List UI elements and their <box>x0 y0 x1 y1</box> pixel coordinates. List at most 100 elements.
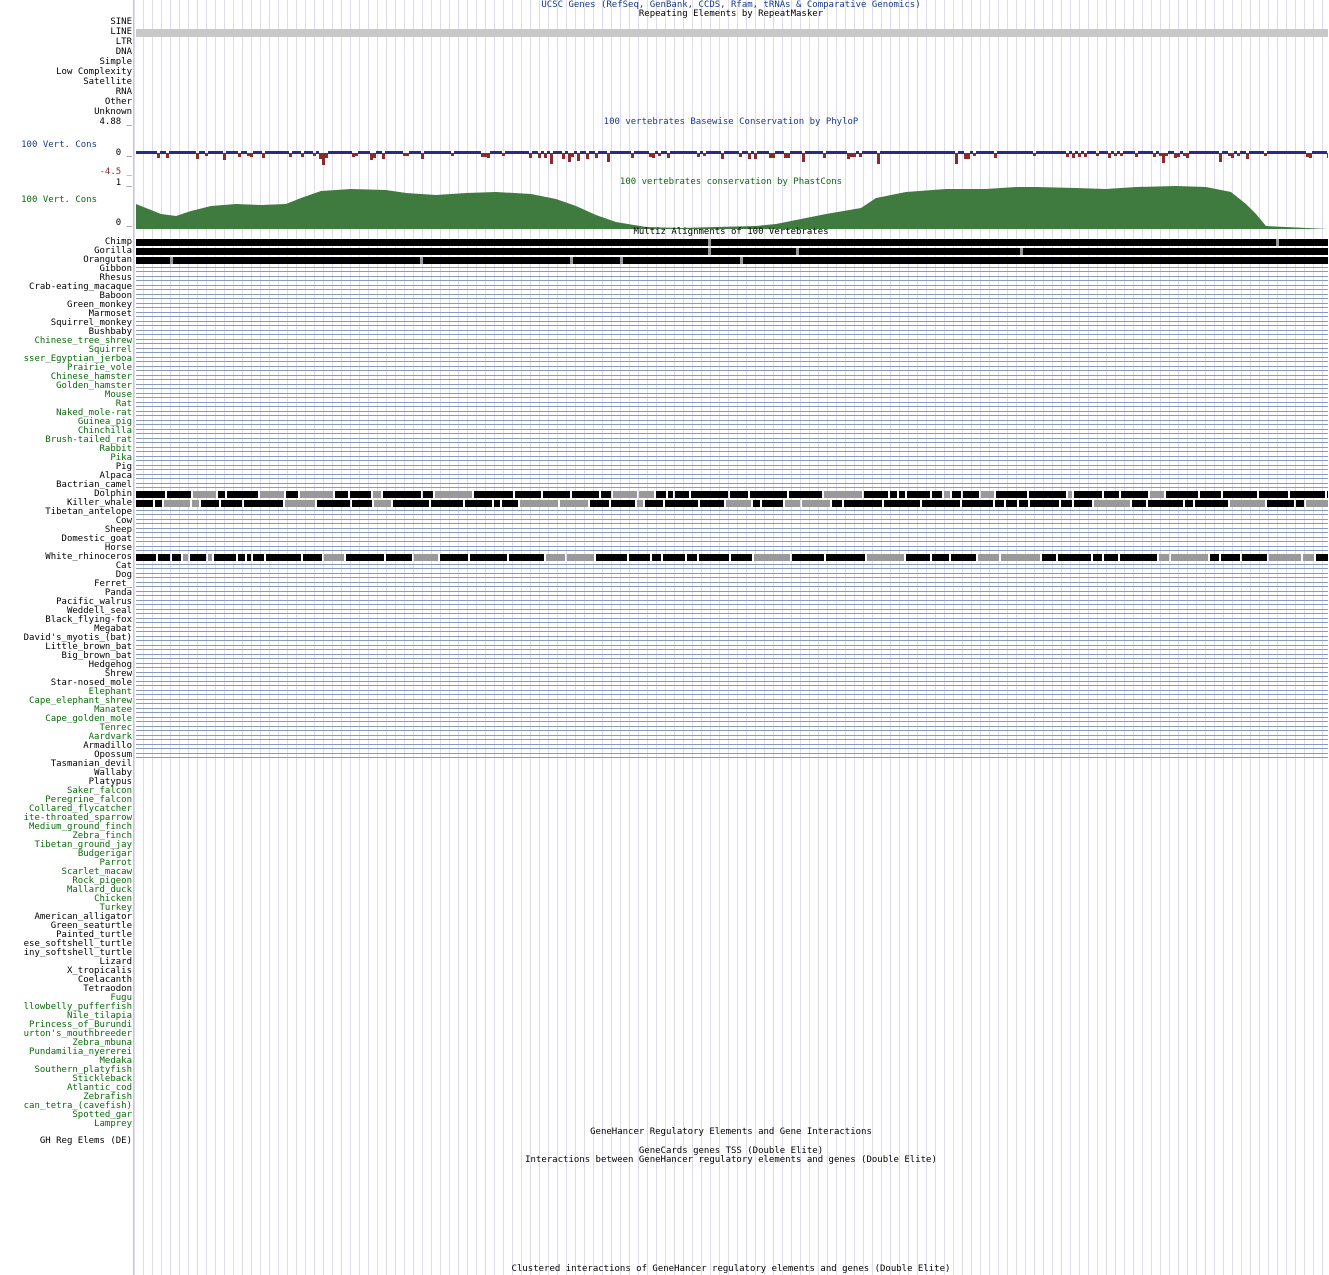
species-label[interactable]: urton's_mouthbreeder <box>23 1029 132 1039</box>
alignment-block[interactable] <box>590 500 609 507</box>
species-label[interactable]: Princess_of_Burundi <box>29 1020 132 1030</box>
alignment-block[interactable] <box>792 554 824 561</box>
species-label[interactable]: Gibbon <box>99 264 132 274</box>
species-label[interactable]: Coelacanth <box>77 975 132 985</box>
alignment-block[interactable] <box>136 491 165 498</box>
alignment-block[interactable] <box>136 500 153 507</box>
species-label[interactable]: Cow <box>115 516 132 526</box>
species-label[interactable]: Shrew <box>104 669 132 679</box>
phastcons-title[interactable]: 100 vertebrates conservation by PhastCon… <box>619 177 843 187</box>
species-label[interactable]: Rat <box>115 399 132 409</box>
line-repeat-bar[interactable] <box>136 29 1328 37</box>
interactions-title[interactable]: Interactions between GeneHancer regulato… <box>525 1155 937 1165</box>
species-label[interactable]: can_tetra_(cavefish) <box>23 1101 132 1111</box>
alignment-block[interactable] <box>890 491 897 498</box>
clustered-interactions-title[interactable]: Clustered interactions of GeneHancer reg… <box>511 1264 951 1274</box>
alignment-block[interactable] <box>922 500 960 507</box>
alignment-block[interactable] <box>317 500 350 507</box>
alignment-block[interactable] <box>440 554 468 561</box>
species-label[interactable]: Cape_golden_mole <box>45 714 132 724</box>
alignment-block[interactable] <box>1306 500 1328 507</box>
alignment-block[interactable] <box>285 500 315 507</box>
alignment-block[interactable] <box>1061 500 1072 507</box>
species-label[interactable]: Golden_hamster <box>56 381 132 391</box>
alignment-block[interactable] <box>465 500 492 507</box>
alignment-block[interactable] <box>352 500 372 507</box>
alignment-block[interactable] <box>260 491 284 498</box>
alignment-block[interactable] <box>286 491 298 498</box>
species-label[interactable]: Zebra_finch <box>72 831 132 841</box>
alignment-block[interactable] <box>1150 491 1164 498</box>
alignment-block[interactable] <box>700 500 724 507</box>
alignment-block[interactable] <box>423 491 433 498</box>
alignment-block[interactable] <box>192 500 199 507</box>
species-label[interactable]: Zebrafish <box>83 1092 132 1102</box>
alignment-block[interactable] <box>1269 554 1301 561</box>
phastcons-track-label[interactable]: 100 Vert. Cons <box>21 195 97 205</box>
species-label[interactable]: Tibetan_ground_jay <box>34 840 132 850</box>
alignment-block[interactable] <box>227 491 258 498</box>
species-label[interactable]: Dog <box>115 570 132 580</box>
alignment-block[interactable] <box>952 491 961 498</box>
species-label[interactable]: Chimp <box>104 237 132 247</box>
alignment-block[interactable] <box>656 491 666 498</box>
alignment-block[interactable] <box>1104 554 1118 561</box>
species-label[interactable]: Medaka <box>99 1056 132 1066</box>
species-label[interactable]: Green_seaturtle <box>50 921 132 931</box>
alignment-block[interactable] <box>750 491 787 498</box>
alignment-block[interactable] <box>172 554 181 561</box>
alignment-block[interactable] <box>963 491 979 498</box>
alignment-block[interactable] <box>183 554 188 561</box>
species-label[interactable]: Horse <box>104 543 132 553</box>
alignment-block[interactable] <box>1195 500 1228 507</box>
species-label[interactable]: Cat <box>115 561 132 571</box>
phastcons-wiggle[interactable] <box>136 184 1328 229</box>
alignment-block[interactable] <box>691 491 728 498</box>
species-label[interactable]: Southern_platyfish <box>34 1065 132 1075</box>
alignment-block[interactable] <box>431 500 463 507</box>
alignment-bar[interactable] <box>136 239 1328 246</box>
species-label[interactable]: Wallaby <box>94 768 132 778</box>
species-label[interactable]: Weddell_seal <box>66 606 132 616</box>
phylop-track-label[interactable]: 100 Vert. Cons <box>21 140 97 150</box>
alignment-block[interactable] <box>907 491 930 498</box>
ucsc-genes-title[interactable]: UCSC Genes (RefSeq, GenBank, CCDS, Rfam,… <box>541 0 921 10</box>
alignment-block[interactable] <box>1074 500 1092 507</box>
alignment-block[interactable] <box>374 500 391 507</box>
alignment-block[interactable] <box>167 491 191 498</box>
alignment-block[interactable] <box>1058 554 1091 561</box>
species-label[interactable]: sser_Egyptian_jerboa <box>23 354 132 364</box>
alignment-block[interactable] <box>543 491 570 498</box>
species-label[interactable]: Alpaca <box>99 471 132 481</box>
alignment-block[interactable] <box>470 554 507 561</box>
alignment-block[interactable] <box>1068 491 1072 498</box>
alignment-block[interactable] <box>785 500 800 507</box>
alignment-block[interactable] <box>164 500 190 507</box>
species-label[interactable]: Ferret_ <box>94 579 132 589</box>
species-label[interactable]: Tenrec <box>99 723 132 733</box>
species-label[interactable]: Collared_flycatcher <box>29 804 132 814</box>
alignment-block[interactable] <box>1316 554 1328 561</box>
species-label[interactable]: Painted_turtle <box>56 930 132 940</box>
species-label[interactable]: Saker_falcon <box>66 786 132 796</box>
gh-track-label[interactable]: GH Reg Elems (DE) <box>39 1136 132 1146</box>
alignment-block[interactable] <box>247 554 251 561</box>
species-label[interactable]: Armadillo <box>83 741 132 751</box>
species-label[interactable]: Elephant <box>88 687 132 697</box>
alignment-block[interactable] <box>802 500 830 507</box>
alignment-block[interactable] <box>824 491 862 498</box>
species-label[interactable]: Turkey <box>99 903 132 913</box>
alignment-block[interactable] <box>639 491 654 498</box>
alignment-block[interactable] <box>754 554 790 561</box>
species-label[interactable]: Mallard_duck <box>66 885 132 895</box>
species-label[interactable]: Megabat <box>94 624 132 634</box>
alignment-block[interactable] <box>899 491 905 498</box>
species-label[interactable]: Black_flying-fox <box>45 615 132 625</box>
alignment-block[interactable] <box>906 554 930 561</box>
species-label[interactable]: Bushbaby <box>88 327 132 337</box>
species-label[interactable]: Domestic_goat <box>61 534 132 544</box>
alignment-block[interactable] <box>1042 554 1056 561</box>
alignment-block[interactable] <box>560 500 588 507</box>
alignment-block[interactable] <box>1290 491 1325 498</box>
species-label[interactable]: Lamprey <box>94 1119 132 1129</box>
